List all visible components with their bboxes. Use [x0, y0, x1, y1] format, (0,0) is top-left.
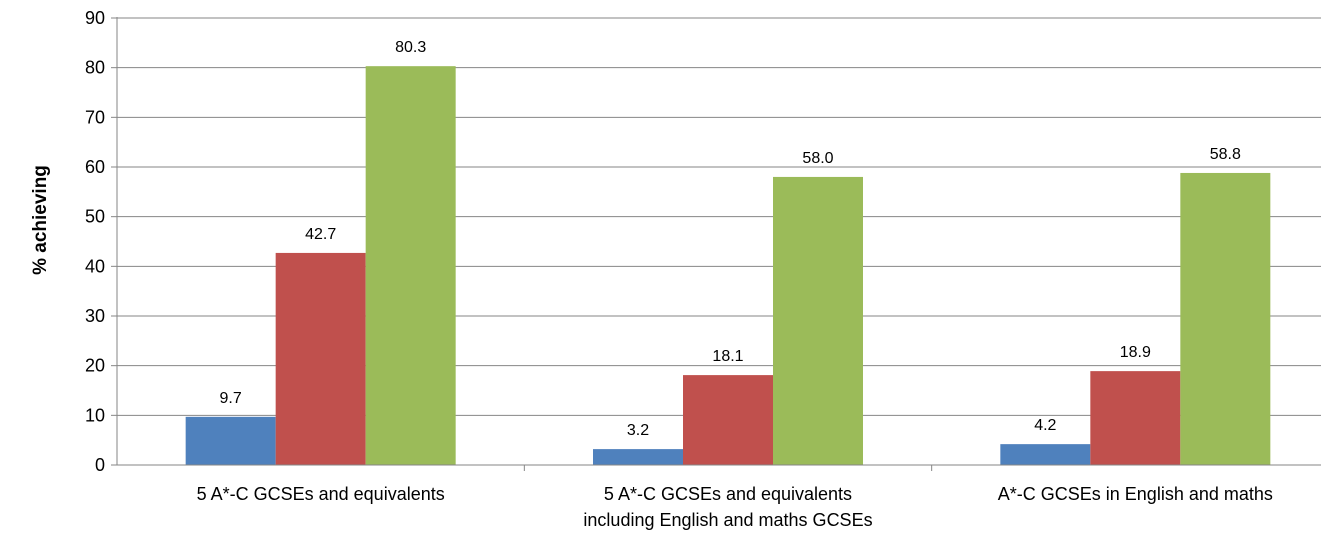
x-category-label: 5 A*-C GCSEs and equivalents — [197, 484, 445, 504]
bar — [1090, 371, 1180, 465]
bars — [186, 66, 1271, 465]
y-tick-label: 70 — [85, 107, 105, 127]
y-tick-label: 0 — [95, 455, 105, 475]
data-label: 18.9 — [1120, 344, 1151, 361]
x-category-label: A*-C GCSEs in English and maths — [998, 484, 1273, 504]
data-label: 80.3 — [395, 39, 426, 56]
bar — [1180, 173, 1270, 465]
y-tick-label: 60 — [85, 157, 105, 177]
data-label: 9.7 — [220, 390, 242, 407]
bar — [276, 253, 366, 465]
y-tick-label: 50 — [85, 207, 105, 227]
bar — [366, 66, 456, 465]
y-tick-label: 90 — [85, 8, 105, 28]
y-tick-label: 20 — [85, 356, 105, 376]
bar — [593, 449, 683, 465]
bar — [1000, 444, 1090, 465]
bar — [683, 375, 773, 465]
data-label: 42.7 — [305, 226, 336, 243]
y-tick-label: 30 — [85, 306, 105, 326]
y-tick-label: 40 — [85, 256, 105, 276]
bar — [186, 417, 276, 465]
data-label: 58.0 — [802, 150, 833, 167]
data-label: 58.8 — [1210, 146, 1241, 163]
data-label: 3.2 — [627, 422, 649, 439]
bar — [773, 177, 863, 465]
y-tick-label: 10 — [85, 405, 105, 425]
x-category-label: 5 A*-C GCSEs and equivalents — [604, 484, 852, 504]
data-label: 18.1 — [712, 348, 743, 365]
y-tick-label: 80 — [85, 58, 105, 78]
y-axis-title: % achieving — [30, 165, 51, 275]
x-category-label: including English and maths GCSEs — [583, 510, 872, 530]
data-label: 4.2 — [1034, 417, 1056, 434]
